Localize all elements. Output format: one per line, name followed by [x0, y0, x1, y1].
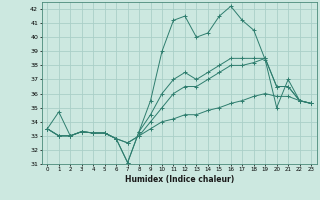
X-axis label: Humidex (Indice chaleur): Humidex (Indice chaleur)	[124, 175, 234, 184]
